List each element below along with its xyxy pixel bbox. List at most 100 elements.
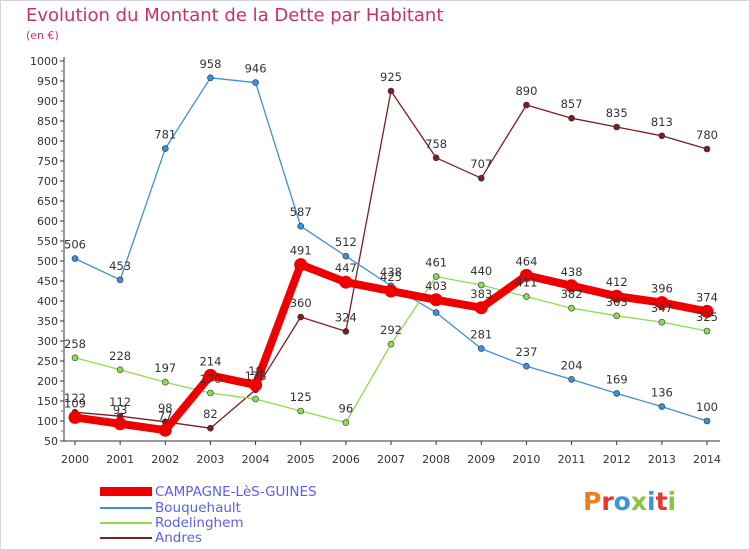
data-label: 403	[425, 279, 447, 293]
series-point-1	[477, 345, 485, 352]
series-point-0	[384, 284, 398, 298]
series-point-0	[610, 289, 624, 303]
data-label: 197	[154, 361, 176, 375]
data-label: 925	[380, 70, 402, 84]
series-point-2	[387, 340, 395, 348]
data-label: 178	[245, 369, 267, 383]
series-point-3	[703, 145, 711, 153]
y-tick-label: 150	[37, 395, 58, 408]
logo-letter: r	[601, 487, 614, 516]
data-label: 383	[470, 287, 492, 301]
data-label: 360	[290, 296, 312, 310]
data-label: 93	[113, 403, 128, 417]
data-label: 396	[651, 282, 673, 296]
data-label: 707	[470, 157, 492, 171]
data-label: 946	[245, 62, 267, 76]
data-label: 958	[199, 57, 221, 71]
data-label: 363	[606, 295, 628, 309]
series-point-1	[658, 403, 666, 410]
series-point-0	[68, 410, 82, 424]
y-tick-label: 950	[37, 75, 58, 88]
series-point-1	[252, 79, 259, 86]
legend-label-rodelinghem: Rodelinghem	[155, 515, 244, 531]
series-point-0	[294, 258, 308, 272]
data-label: 82	[203, 407, 218, 421]
series-point-0	[565, 279, 579, 293]
data-label: 412	[606, 275, 628, 289]
series-point-2	[342, 419, 350, 426]
data-label: 125	[290, 390, 312, 404]
data-label: 857	[561, 97, 583, 111]
legend-swatch-campagne	[100, 487, 152, 496]
series-point-3	[207, 424, 214, 432]
data-label: 214	[199, 354, 221, 368]
series-point-1	[71, 255, 79, 262]
data-label: 170	[199, 372, 221, 386]
y-tick-label: 200	[37, 375, 58, 388]
data-label: 447	[335, 261, 357, 275]
y-tick-label: 300	[37, 335, 58, 348]
legend-label-campagne: CAMPAGNE-LèS-GUINES	[155, 484, 317, 500]
y-tick-label: 650	[37, 195, 58, 208]
x-tick-label: 2004	[242, 453, 270, 466]
data-label: 292	[380, 323, 402, 337]
series-point-2	[207, 389, 214, 397]
data-label: 109	[64, 396, 86, 410]
data-label: 382	[561, 287, 583, 301]
data-label: 506	[64, 238, 86, 252]
data-label: 374	[696, 290, 718, 304]
logo-letter: i	[667, 487, 677, 516]
x-tick-label: 2002	[151, 453, 179, 466]
data-label: 411	[515, 276, 537, 290]
legend-swatch-rodelinghem	[100, 522, 152, 524]
y-tick-label: 1000	[30, 55, 58, 68]
chart-unit-label: (en €)	[26, 29, 59, 42]
series-point-0	[339, 275, 353, 289]
x-tick-label: 2009	[467, 453, 495, 466]
series-point-2	[161, 378, 169, 386]
series-point-0	[158, 423, 172, 437]
data-label: 491	[290, 244, 312, 258]
y-tick-label: 750	[37, 155, 58, 168]
x-tick-label: 2014	[693, 453, 721, 466]
data-label: 758	[425, 137, 447, 151]
data-label: 835	[606, 106, 628, 120]
data-label: 325	[696, 310, 718, 324]
data-label: 100	[696, 400, 718, 414]
y-tick-label: 550	[37, 235, 58, 248]
series-point-3	[387, 87, 395, 95]
y-tick-label: 700	[37, 175, 58, 188]
data-label: 587	[290, 205, 312, 219]
series-point-3	[568, 114, 575, 122]
x-tick-label: 2010	[512, 453, 540, 466]
y-tick-label: 450	[37, 275, 58, 288]
data-label: 780	[696, 128, 718, 142]
legend-swatch-andres	[100, 537, 152, 539]
data-label: 258	[64, 337, 86, 351]
y-tick-label: 100	[37, 415, 58, 428]
legend-swatch-bouquehault	[100, 507, 152, 509]
data-label: 440	[470, 264, 492, 278]
series-point-1	[703, 417, 711, 425]
series-point-1	[207, 74, 214, 82]
data-label: 438	[561, 265, 583, 279]
data-label: 781	[154, 128, 176, 142]
data-label: 438	[380, 265, 402, 279]
series-point-1	[432, 309, 440, 316]
y-tick-label: 400	[37, 295, 58, 308]
data-label: 98	[158, 401, 173, 415]
data-label: 112	[109, 395, 131, 409]
series-point-1	[613, 390, 621, 397]
y-tick-label: 850	[37, 115, 58, 128]
series-point-3	[477, 174, 485, 182]
series-point-2	[568, 304, 575, 312]
x-tick-label: 2000	[61, 453, 89, 466]
data-label: 453	[109, 259, 131, 273]
series-point-3	[342, 328, 350, 335]
series-point-2	[477, 281, 485, 289]
series-point-0	[203, 368, 217, 382]
series-point-0	[113, 417, 127, 431]
data-label: 347	[651, 301, 673, 315]
series-point-3	[432, 154, 440, 162]
data-label: 324	[335, 310, 357, 324]
